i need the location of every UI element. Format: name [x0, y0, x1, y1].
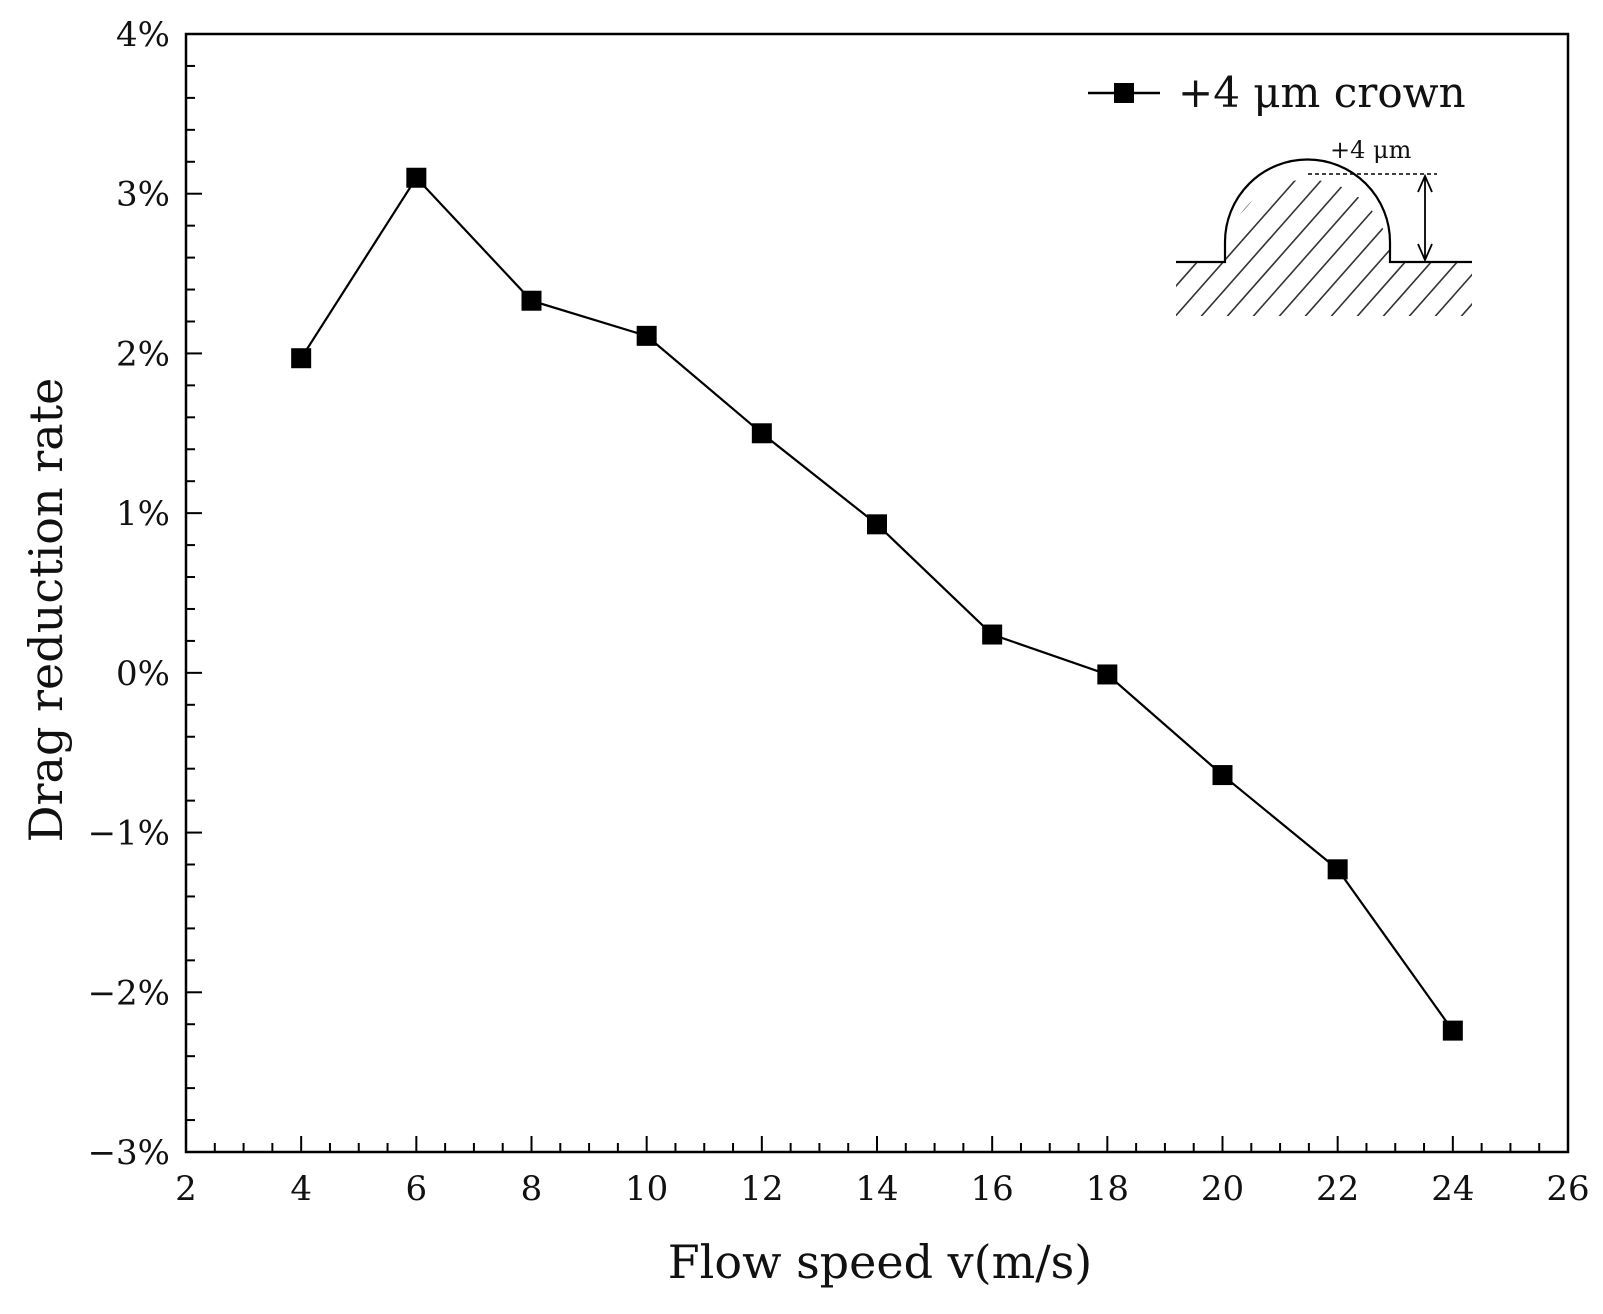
y-tick-label: −2% — [88, 973, 170, 1013]
y-tick-label: 2% — [116, 334, 170, 374]
legend: +4 μm crown — [1088, 68, 1466, 117]
y-tick-label: 1% — [116, 494, 170, 534]
hatch-line — [1197, 179, 1349, 316]
x-tick-label: 6 — [406, 1169, 428, 1209]
y-tick-label: 0% — [116, 654, 170, 694]
x-axis-title: Flow speed v(m/s) — [668, 1235, 1093, 1289]
x-tick-label: 16 — [971, 1169, 1014, 1209]
hatch-line — [1510, 150, 1603, 320]
legend-marker — [1114, 83, 1134, 103]
inset-hatching — [1176, 150, 1603, 320]
data-point-marker — [982, 624, 1003, 645]
y-axis-title: Drag reduction rate — [19, 378, 73, 843]
x-tick-label: 14 — [855, 1169, 898, 1209]
plot-area-border — [184, 32, 1570, 1154]
data-point-marker — [521, 290, 542, 311]
crown-inset-diagram: +4 μm — [1176, 136, 1603, 320]
y-tick-label: −1% — [88, 814, 170, 854]
y-tick-label: 3% — [116, 175, 170, 215]
y-tick-label: 4% — [116, 15, 170, 55]
axis-tick-labels: 2 4 6 8 10 12 14 16 18 20 22 24 26−3%−2%−1%0%1%2%3%4… — [88, 15, 1590, 1209]
x-tick-label: 26 — [1546, 1169, 1589, 1209]
data-point-marker — [636, 325, 657, 346]
data-point-marker — [1442, 1020, 1463, 1041]
series-layer — [291, 167, 1463, 1041]
x-tick-label: 24 — [1431, 1169, 1474, 1209]
data-point-marker — [1212, 765, 1233, 786]
y-tick-label: −3% — [88, 1133, 170, 1173]
x-tick-label: 10 — [625, 1169, 668, 1209]
legend-label: +4 μm crown — [1178, 68, 1466, 117]
x-tick-label: 20 — [1201, 1169, 1244, 1209]
inset-arrowhead-top — [1417, 173, 1433, 193]
data-point-marker — [291, 348, 312, 369]
hatch-line — [1249, 179, 1401, 316]
plot-frame — [184, 32, 1570, 1154]
hatch-line — [1405, 179, 1472, 316]
x-tick-label: 4 — [290, 1169, 312, 1209]
data-point-marker — [1097, 664, 1118, 685]
hatch-line — [1301, 179, 1453, 316]
hatch-line — [1176, 179, 1323, 316]
axis-ticks — [185, 33, 1569, 1153]
inset-crown-outline — [1176, 158, 1472, 264]
hatch-line — [1275, 179, 1427, 316]
hatch-line — [1223, 179, 1375, 316]
inset-label: +4 μm — [1330, 136, 1412, 164]
hatch-line — [1484, 150, 1603, 320]
hatch-line — [1431, 179, 1472, 316]
inset-arrowhead-bottom — [1417, 243, 1433, 263]
x-tick-label: 18 — [1086, 1169, 1129, 1209]
hatch-line — [1457, 179, 1472, 316]
data-point-marker — [406, 167, 427, 188]
data-point-marker — [867, 514, 887, 535]
x-tick-label: 22 — [1316, 1169, 1359, 1209]
series-line — [300, 175, 1454, 1032]
x-tick-label: 12 — [740, 1169, 783, 1209]
x-tick-label: 8 — [521, 1169, 543, 1209]
data-point-marker — [1327, 859, 1348, 880]
data-point-marker — [751, 423, 772, 444]
x-tick-label: 2 — [175, 1169, 197, 1209]
